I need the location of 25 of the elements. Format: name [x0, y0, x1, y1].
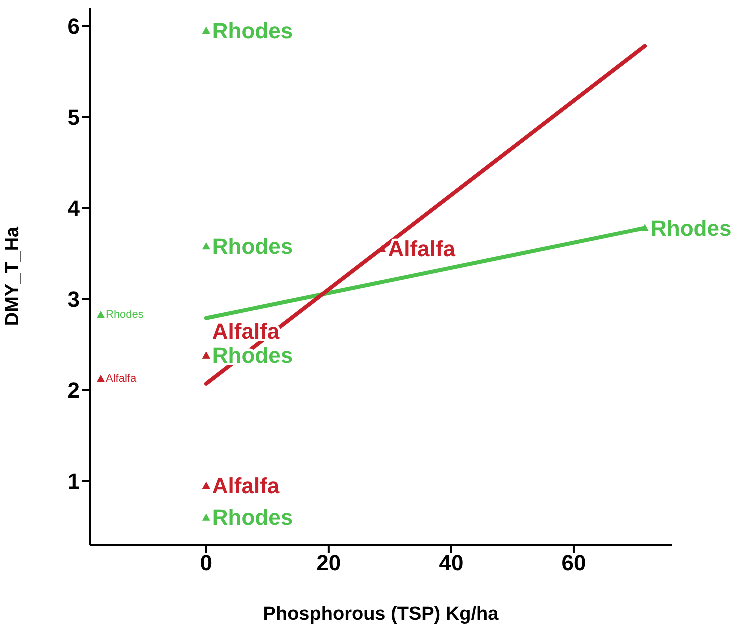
- y-axis-title: DMY_T_Ha: [2, 226, 24, 326]
- x-tick-label: 0: [200, 550, 213, 576]
- legend-label: Alfalfa: [106, 373, 137, 386]
- y-tick-label: 4: [68, 196, 81, 222]
- x-tick-label: 20: [316, 550, 342, 576]
- y-tick-label: 3: [68, 287, 80, 312]
- x-axis-title: Phosphorous (TSP) Kg/ha: [263, 604, 500, 624]
- y-tick-label: 6: [68, 14, 80, 40]
- y-tick-label: 2: [68, 378, 80, 404]
- text: Alfalfa: [212, 473, 280, 498]
- text: Alfalfa: [388, 236, 456, 262]
- point: [202, 26, 210, 34]
- point: [202, 514, 210, 521]
- text: Rhodes: [651, 216, 732, 241]
- y-tick-label: 1: [68, 469, 80, 494]
- text: Rhodes: [212, 234, 294, 259]
- legend-label: Rhodes: [106, 309, 144, 322]
- text: Rhodes: [212, 505, 294, 530]
- y-tick-label: 5: [68, 105, 80, 130]
- x-tick-label: 40: [439, 550, 464, 576]
- x-tick-label: 60: [562, 550, 586, 576]
- point: [202, 242, 210, 250]
- point: [641, 224, 650, 232]
- point: [202, 482, 210, 490]
- text: Rhodes: [212, 18, 294, 44]
